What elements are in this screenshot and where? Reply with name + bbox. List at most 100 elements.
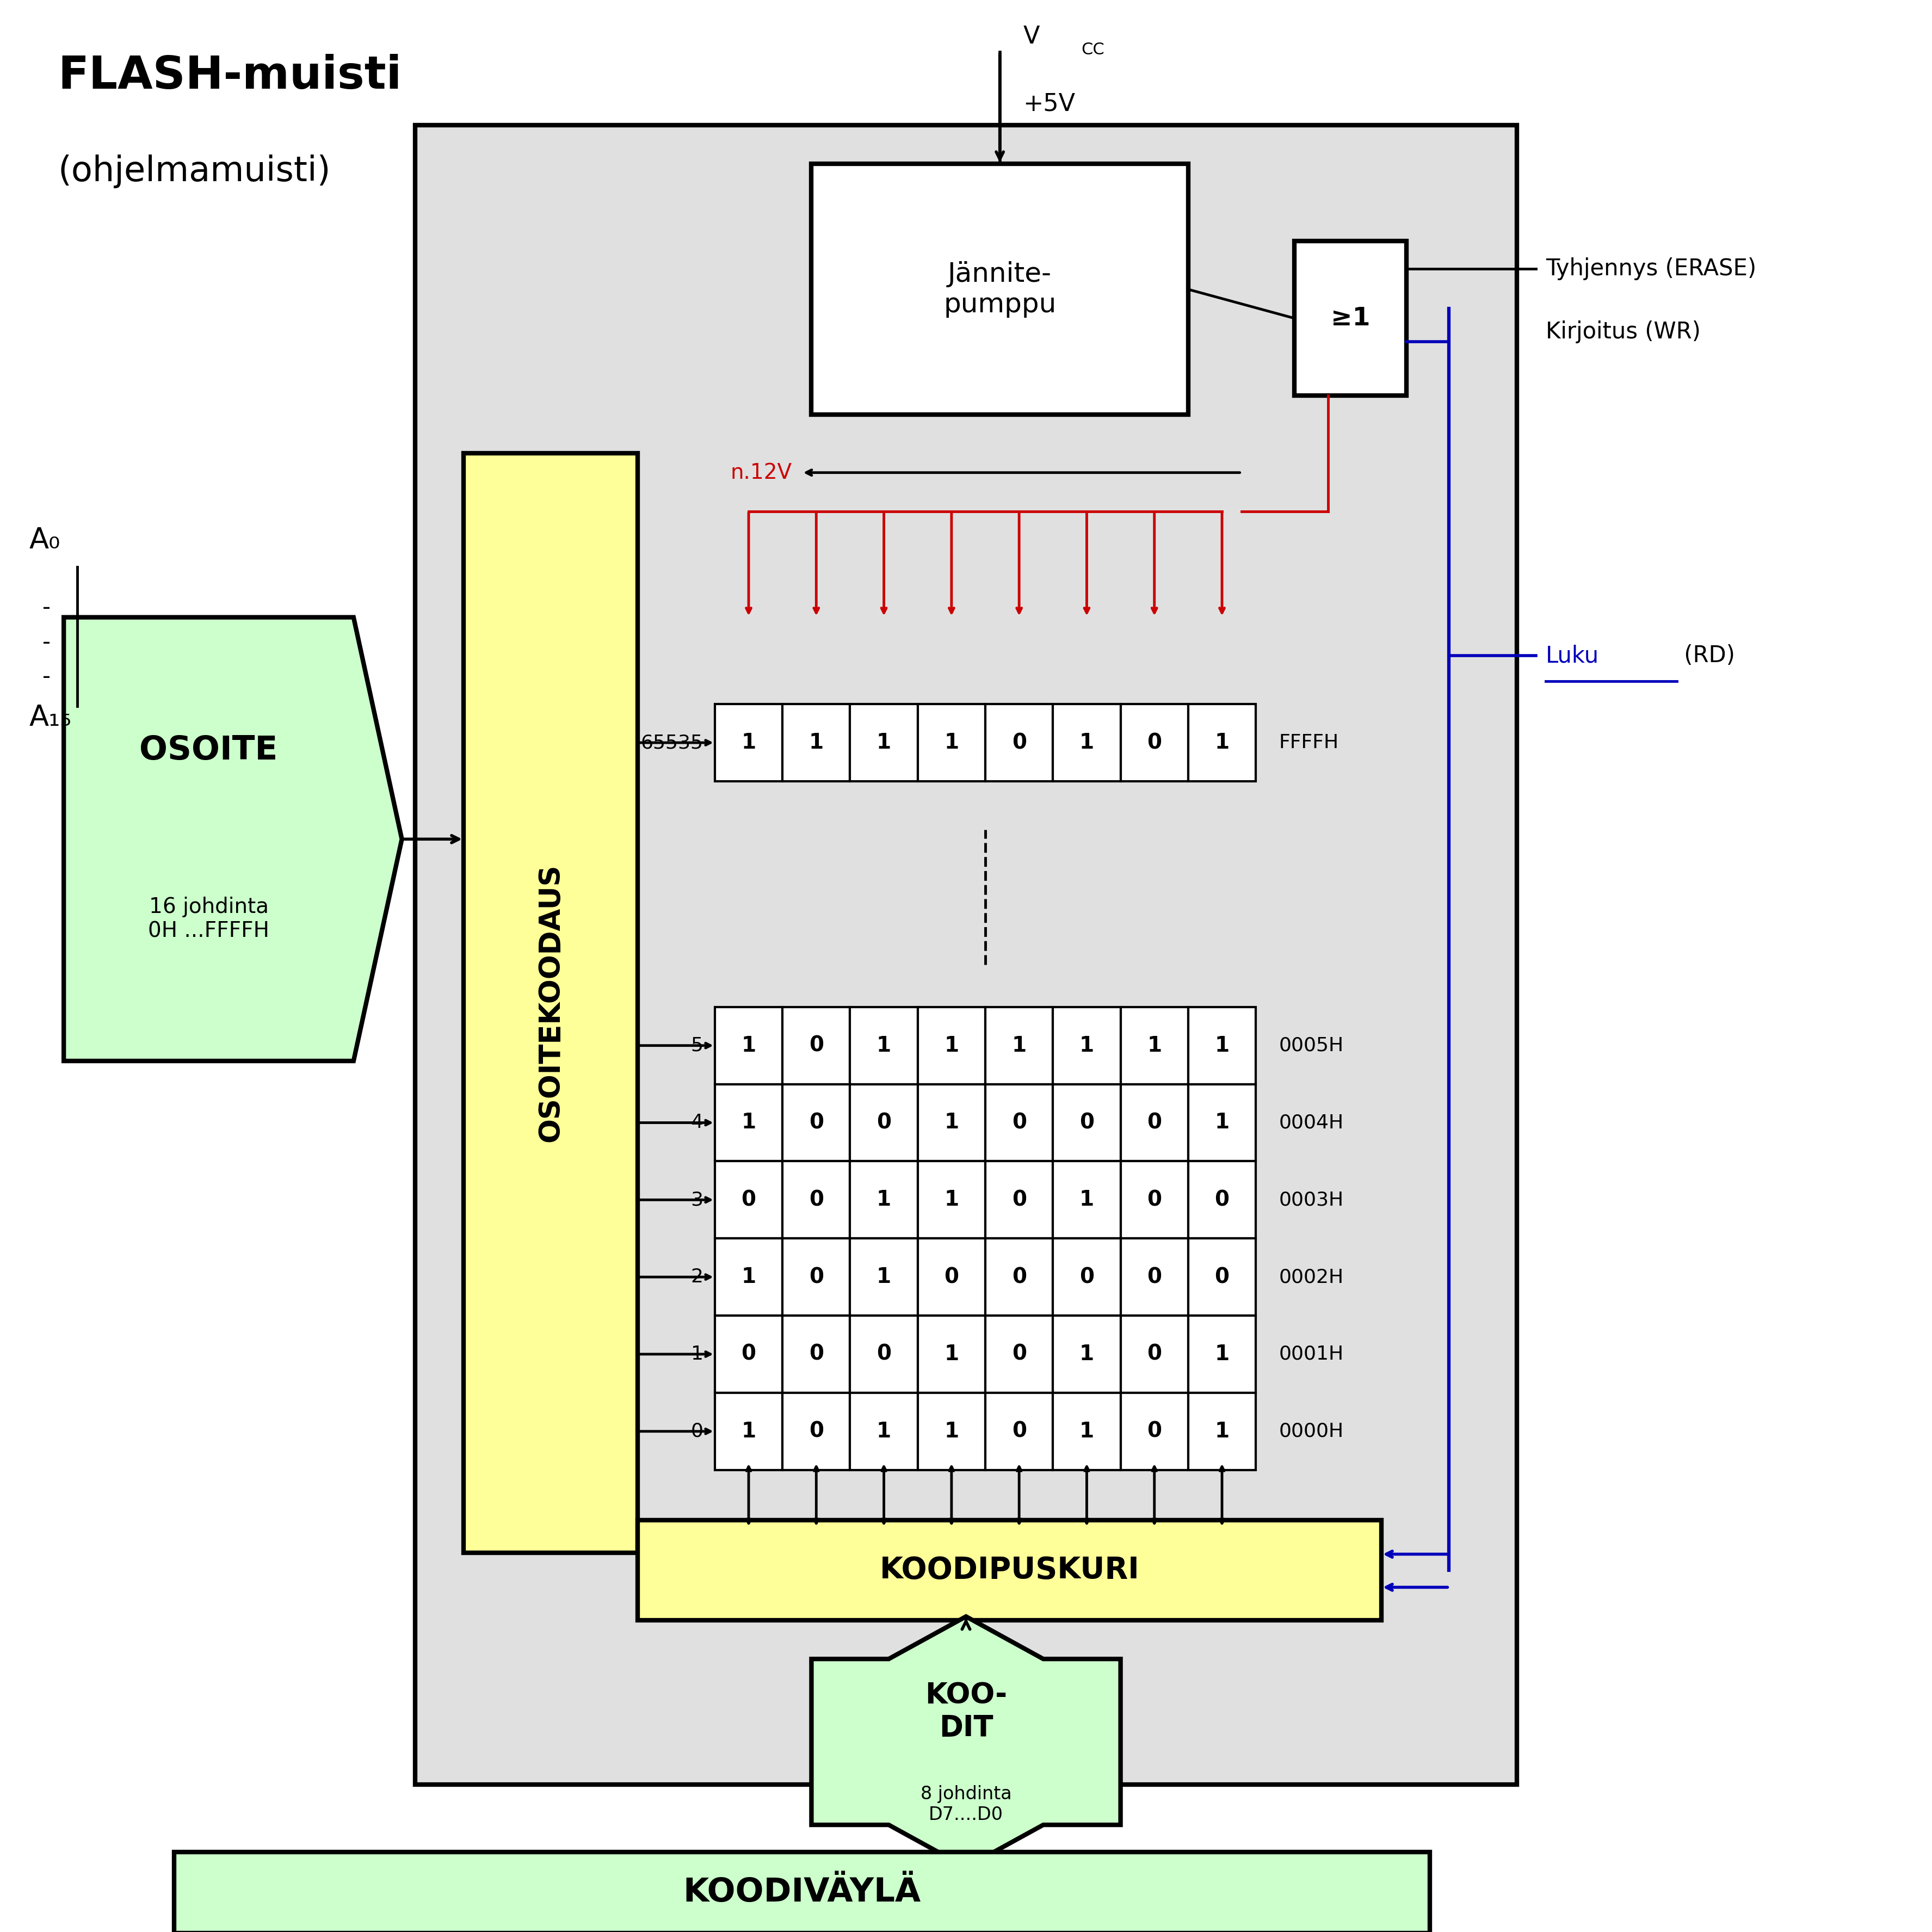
FancyBboxPatch shape bbox=[985, 1084, 1053, 1161]
Text: 1: 1 bbox=[1215, 1422, 1229, 1441]
Text: 0005H: 0005H bbox=[1279, 1036, 1345, 1055]
Text: KOODIVÄYLÄ: KOODIVÄYLÄ bbox=[682, 1876, 922, 1909]
FancyBboxPatch shape bbox=[1121, 1084, 1188, 1161]
Text: 0004H: 0004H bbox=[1279, 1113, 1345, 1132]
FancyBboxPatch shape bbox=[918, 1084, 985, 1161]
Text: 0: 0 bbox=[1148, 1113, 1161, 1132]
Text: 1: 1 bbox=[945, 1422, 958, 1441]
Text: 1: 1 bbox=[1215, 1113, 1229, 1132]
Text: 1: 1 bbox=[1215, 1036, 1229, 1057]
FancyBboxPatch shape bbox=[985, 1007, 1053, 1084]
FancyBboxPatch shape bbox=[782, 703, 850, 781]
FancyBboxPatch shape bbox=[918, 1316, 985, 1393]
FancyBboxPatch shape bbox=[1121, 1161, 1188, 1238]
Text: 1: 1 bbox=[1080, 1190, 1094, 1209]
Text: 0: 0 bbox=[1148, 1190, 1161, 1209]
FancyBboxPatch shape bbox=[782, 1084, 850, 1161]
FancyBboxPatch shape bbox=[1294, 242, 1406, 396]
Text: A₁₅: A₁₅ bbox=[29, 703, 71, 732]
Text: -: - bbox=[43, 632, 50, 653]
Text: 3: 3 bbox=[692, 1190, 703, 1209]
Text: 65535: 65535 bbox=[641, 734, 703, 752]
Text: 0: 0 bbox=[1080, 1113, 1094, 1132]
FancyBboxPatch shape bbox=[1053, 1238, 1121, 1316]
Text: 0: 0 bbox=[1012, 1422, 1026, 1441]
Text: (RD): (RD) bbox=[1677, 645, 1735, 667]
Text: FLASH-muisti: FLASH-muisti bbox=[58, 54, 402, 99]
Text: 0: 0 bbox=[1080, 1267, 1094, 1287]
Text: KOODIPUSKURI: KOODIPUSKURI bbox=[879, 1555, 1140, 1584]
Text: 0: 0 bbox=[1012, 1190, 1026, 1209]
Text: Jännite-
pumppu: Jännite- pumppu bbox=[943, 261, 1057, 317]
FancyBboxPatch shape bbox=[811, 164, 1188, 415]
Text: 0: 0 bbox=[1148, 1267, 1161, 1287]
Text: -: - bbox=[43, 667, 50, 688]
Text: 0: 0 bbox=[1215, 1267, 1229, 1287]
FancyBboxPatch shape bbox=[715, 1161, 782, 1238]
Text: 0: 0 bbox=[810, 1113, 823, 1132]
Text: Luku: Luku bbox=[1546, 645, 1600, 667]
Text: -: - bbox=[43, 597, 50, 618]
Text: ≥1: ≥1 bbox=[1331, 305, 1370, 330]
FancyBboxPatch shape bbox=[985, 1316, 1053, 1393]
Text: 1: 1 bbox=[742, 732, 755, 753]
FancyBboxPatch shape bbox=[850, 1316, 918, 1393]
FancyBboxPatch shape bbox=[1188, 1238, 1256, 1316]
FancyBboxPatch shape bbox=[1121, 1007, 1188, 1084]
FancyBboxPatch shape bbox=[1053, 1316, 1121, 1393]
FancyBboxPatch shape bbox=[715, 1084, 782, 1161]
Text: OSOITE: OSOITE bbox=[139, 734, 278, 767]
FancyBboxPatch shape bbox=[850, 1161, 918, 1238]
Text: 2: 2 bbox=[692, 1267, 703, 1287]
Text: 0: 0 bbox=[742, 1345, 755, 1364]
FancyBboxPatch shape bbox=[918, 703, 985, 781]
Text: 0: 0 bbox=[1012, 1345, 1026, 1364]
FancyBboxPatch shape bbox=[850, 703, 918, 781]
FancyBboxPatch shape bbox=[715, 1238, 782, 1316]
FancyBboxPatch shape bbox=[638, 1520, 1381, 1621]
FancyBboxPatch shape bbox=[1121, 1393, 1188, 1470]
FancyBboxPatch shape bbox=[1188, 1161, 1256, 1238]
Polygon shape bbox=[64, 618, 402, 1061]
Text: 0: 0 bbox=[1148, 732, 1161, 753]
Text: 1: 1 bbox=[877, 732, 891, 753]
Text: KOO-
DIT: KOO- DIT bbox=[925, 1681, 1007, 1743]
Text: 1: 1 bbox=[1012, 1036, 1026, 1057]
Text: 1: 1 bbox=[877, 1190, 891, 1209]
FancyBboxPatch shape bbox=[715, 703, 782, 781]
Text: 1: 1 bbox=[742, 1422, 755, 1441]
Text: 0000H: 0000H bbox=[1279, 1422, 1345, 1441]
Text: 5: 5 bbox=[692, 1036, 703, 1055]
FancyBboxPatch shape bbox=[985, 1161, 1053, 1238]
Text: 1: 1 bbox=[877, 1036, 891, 1057]
Text: 0: 0 bbox=[1012, 1267, 1026, 1287]
Polygon shape bbox=[811, 1617, 1121, 1868]
FancyBboxPatch shape bbox=[1188, 1084, 1256, 1161]
FancyBboxPatch shape bbox=[174, 1853, 1430, 1932]
Text: +5V: +5V bbox=[1024, 93, 1076, 116]
Text: 0: 0 bbox=[810, 1036, 823, 1057]
Text: 1: 1 bbox=[1080, 732, 1094, 753]
FancyBboxPatch shape bbox=[1188, 703, 1256, 781]
FancyBboxPatch shape bbox=[464, 454, 638, 1553]
Text: 1: 1 bbox=[1080, 1422, 1094, 1441]
Text: 1: 1 bbox=[945, 732, 958, 753]
Text: (ohjelmamuisti): (ohjelmamuisti) bbox=[58, 155, 330, 187]
FancyBboxPatch shape bbox=[918, 1161, 985, 1238]
FancyBboxPatch shape bbox=[782, 1007, 850, 1084]
Text: 1: 1 bbox=[945, 1190, 958, 1209]
Text: 0: 0 bbox=[810, 1190, 823, 1209]
FancyBboxPatch shape bbox=[1188, 1316, 1256, 1393]
FancyBboxPatch shape bbox=[1053, 1161, 1121, 1238]
Text: Kirjoitus (WR): Kirjoitus (WR) bbox=[1546, 321, 1700, 344]
FancyBboxPatch shape bbox=[850, 1007, 918, 1084]
FancyBboxPatch shape bbox=[782, 1161, 850, 1238]
Text: 1: 1 bbox=[1215, 1345, 1229, 1364]
Text: 0: 0 bbox=[1215, 1190, 1229, 1209]
FancyBboxPatch shape bbox=[415, 126, 1517, 1785]
Text: 0: 0 bbox=[810, 1267, 823, 1287]
FancyBboxPatch shape bbox=[985, 703, 1053, 781]
FancyBboxPatch shape bbox=[715, 1393, 782, 1470]
Text: 1: 1 bbox=[877, 1422, 891, 1441]
FancyBboxPatch shape bbox=[782, 1238, 850, 1316]
